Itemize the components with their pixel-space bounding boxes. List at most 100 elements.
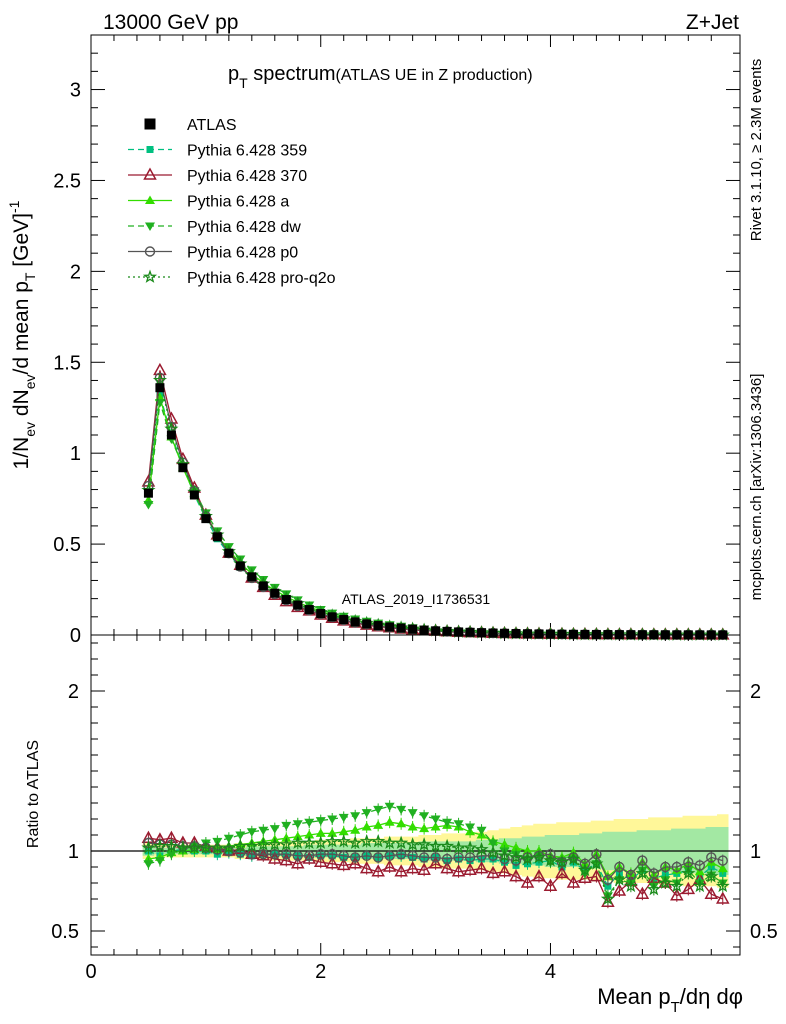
ratio-line-Pythia-6.428-dw xyxy=(148,805,724,898)
y-tick-label-ratio-right-1: 1 xyxy=(750,841,761,863)
y-axis-label-main: 1/Nev dNev/d mean pT [GeV]-1 xyxy=(6,200,38,469)
ratio-point-Pythia-6.428-370 xyxy=(279,853,294,866)
header-energy: 13000 GeV pp xyxy=(103,11,238,34)
y-tick-label-main-2: 2 xyxy=(70,261,81,283)
ratio-point-Pythia-6.428-pro-q2o xyxy=(646,882,661,896)
atlas-point xyxy=(224,548,234,558)
ratio-point-Pythia-6.428-pro-q2o xyxy=(623,878,638,893)
atlas-point xyxy=(178,463,188,473)
ratio-point-Pythia-6.428-359 xyxy=(604,882,612,890)
title-paren: (ATLAS UE in Z production) xyxy=(336,67,533,84)
ratio-point-Pythia-6.428-pro-q2o xyxy=(279,837,294,851)
ratio-point-Pythia-6.428-370 xyxy=(359,861,374,874)
ratio-point-Pythia-6.428-dw xyxy=(430,815,441,824)
atlas-point xyxy=(201,514,211,524)
legend-marker xyxy=(146,146,154,153)
atlas-point xyxy=(431,626,441,636)
ratio-point-Pythia-6.428-pro-q2o xyxy=(508,849,524,864)
legend: ATLAS Pythia 6.428 359 Pythia 6.428 370 Pyt… xyxy=(128,117,336,287)
ratio-point-Pythia-6.428-dw xyxy=(338,813,349,823)
ratio-point-Pythia-6.428-370 xyxy=(428,856,443,869)
ratio-point-Pythia-6.428-pro-q2o xyxy=(187,840,202,854)
atlas-point xyxy=(545,629,555,639)
legend-label: Pythia 6.428 dw xyxy=(187,219,301,236)
ratio-point-Pythia-6.428-pro-q2o xyxy=(371,834,386,848)
atlas-point xyxy=(155,383,165,393)
ratio-point-Pythia-6.428-pro-q2o xyxy=(175,840,190,854)
ratio-point-Pythia-6.428-370 xyxy=(302,851,317,864)
ratio-point-Pythia-6.428-pro-q2o xyxy=(497,848,512,862)
ratio-point-Pythia-6.428-p0 xyxy=(349,852,361,863)
legend-label: Pythia 6.428 359 xyxy=(187,143,307,160)
ratio-point-Pythia-6.428-dw xyxy=(373,805,384,815)
y-axis-label-ratio: Ratio to ATLAS xyxy=(25,740,42,848)
ratio-point-Pythia-6.428-dw xyxy=(154,857,165,866)
x-tick-label-2: 2 xyxy=(315,961,326,983)
ratio-point-Pythia-6.428-pro-q2o xyxy=(325,833,340,848)
ratio-point-Pythia-6.428-a xyxy=(350,825,361,834)
ratio-frame xyxy=(90,634,741,956)
atlas-point xyxy=(557,629,567,639)
ratio-point-Pythia-6.428-pro-q2o xyxy=(658,875,673,889)
atlas-point xyxy=(419,625,429,635)
ratio-point-Pythia-6.428-370 xyxy=(704,886,719,899)
atlas-point xyxy=(270,588,280,598)
ratio-point-Pythia-6.428-370 xyxy=(589,869,604,882)
ratio-point-Pythia-6.428-p0 xyxy=(694,860,705,871)
atlas-point xyxy=(396,623,406,633)
ratio-point-Pythia-6.428-dw xyxy=(269,825,280,834)
ratio-point-Pythia-6.428-pro-q2o xyxy=(382,835,397,849)
main-point-Pythia-6.428-pro-q2o xyxy=(152,372,168,387)
ratio-point-Pythia-6.428-370 xyxy=(325,856,339,869)
ratio-point-Pythia-6.428-p0 xyxy=(671,861,683,873)
atlas-point xyxy=(591,629,601,639)
legend-entry-Pythia-6.428-a: Pythia 6.428 a xyxy=(128,194,289,211)
ratio-panel: 0 2 4 0.5 0.5 1 1 2 2 xyxy=(51,634,778,983)
ratio-point-Pythia-6.428-dw xyxy=(327,815,338,824)
ratio-point-Pythia-6.428-dw xyxy=(476,826,487,836)
ratio-point-Pythia-6.428-dw xyxy=(442,818,453,828)
ratio-point-Pythia-6.428-pro-q2o xyxy=(210,840,225,854)
ratio-point-Pythia-6.428-370 xyxy=(290,856,305,869)
ratio-point-Pythia-6.428-pro-q2o xyxy=(302,835,317,849)
legend-label: Pythia 6.428 370 xyxy=(187,168,307,185)
atlas-point xyxy=(258,581,268,591)
ratio-point-Pythia-6.428-370 xyxy=(417,862,431,875)
ratio-point-Pythia-6.428-370 xyxy=(543,878,558,891)
ratio-point-Pythia-6.428-370 xyxy=(635,886,650,899)
atlas-point xyxy=(488,628,498,638)
atlas-point xyxy=(316,609,326,619)
ratio-point-Pythia-6.428-pro-q2o xyxy=(152,838,168,853)
ratio-point-Pythia-6.428-pro-q2o xyxy=(715,878,730,893)
ratio-point-Pythia-6.428-pro-q2o xyxy=(554,854,570,869)
legend-entry-Pythia-6.428-pro-q2o: Pythia 6.428 pro-q2o xyxy=(128,269,336,287)
ratio-point-Pythia-6.428-dw xyxy=(304,818,315,828)
ratio-point-Pythia-6.428-p0 xyxy=(602,874,614,885)
ratio-point-Pythia-6.428-p0 xyxy=(614,861,625,873)
legend-label: Pythia 6.428 pro-q2o xyxy=(187,270,336,287)
atlas-point xyxy=(465,627,475,637)
y-tick-label-main-3: 3 xyxy=(70,80,81,102)
ratio-point-Pythia-6.428-a xyxy=(499,839,510,849)
ratio-point-Pythia-6.428-p0 xyxy=(418,852,430,863)
ratio-point-Pythia-6.428-pro-q2o xyxy=(451,840,466,854)
legend-entry-Pythia-6.428-dw: Pythia 6.428 dw xyxy=(128,219,301,236)
ratio-point-Pythia-6.428-pro-q2o xyxy=(336,833,351,848)
ratio-point-Pythia-6.428-a xyxy=(373,820,384,829)
ratio-point-Pythia-6.428-a xyxy=(327,828,338,837)
ratio-point-Pythia-6.428-pro-q2o xyxy=(417,837,432,851)
ratio-point-Pythia-6.428-370 xyxy=(670,888,684,901)
atlas-point xyxy=(580,629,590,639)
atlas-point xyxy=(534,629,544,639)
ratio-point-Pythia-6.428-dw xyxy=(246,828,257,837)
ratio-point-Pythia-6.428-a xyxy=(338,826,349,836)
ratio-point-Pythia-6.428-370 xyxy=(405,861,420,874)
atlas-point xyxy=(568,629,578,639)
atlas-point xyxy=(362,619,372,629)
ratio-point-Pythia-6.428-pro-q2o xyxy=(520,851,535,865)
ratio-point-Pythia-6.428-pro-q2o xyxy=(244,838,259,853)
legend-entry-Pythia-6.428-p0: Pythia 6.428 p0 xyxy=(128,245,298,262)
header-process: Z+Jet xyxy=(686,11,739,34)
atlas-point xyxy=(385,622,395,632)
ratio-point-Pythia-6.428-dw xyxy=(258,826,269,836)
